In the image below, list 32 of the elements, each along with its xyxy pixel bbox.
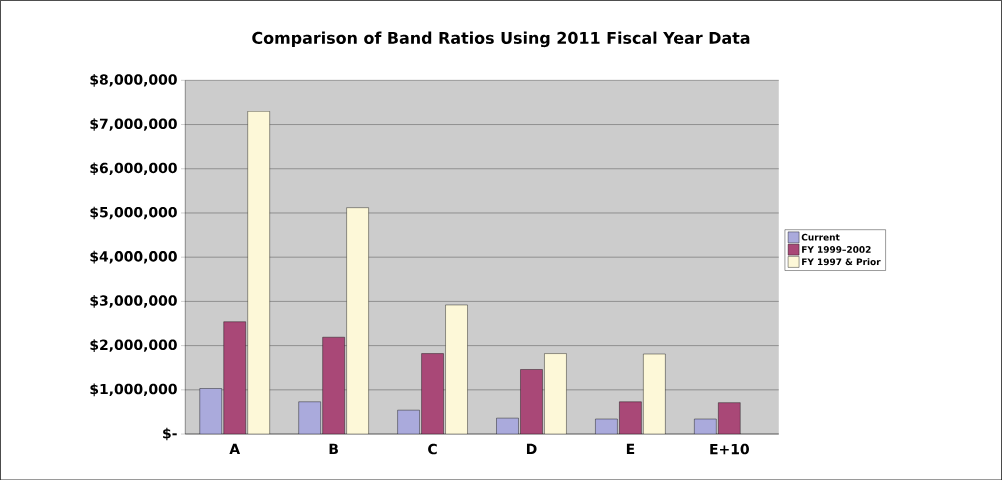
chart-title: Comparison of Band Ratios Using 2011 Fiscal Year Data (252, 31, 750, 47)
y-tick-label: $7,000,000 (90, 118, 177, 131)
x-tick-label: E (626, 443, 635, 454)
x-tick-label: D (526, 443, 537, 454)
x-tick-label: C (428, 443, 437, 455)
y-tick-label: $3,000,000 (90, 294, 177, 308)
x-tick-label: E+10 (710, 443, 749, 455)
x-tick-label: A (229, 443, 241, 454)
legend-label: FY 1997 & Prior (802, 258, 881, 265)
bar (223, 321, 246, 434)
bar (346, 207, 369, 434)
bar (520, 369, 543, 434)
bar (445, 304, 468, 434)
bar (298, 401, 321, 434)
x-tick-label: B (329, 443, 338, 454)
bar (643, 353, 666, 434)
y-tick-label: $4,000,000 (90, 250, 177, 264)
bar (199, 388, 222, 434)
bar (544, 353, 567, 434)
bar (322, 337, 345, 434)
bar (421, 353, 444, 434)
y-tick-label: $5,000,000 (90, 206, 177, 220)
legend-label: Current (801, 233, 840, 241)
y-tick-label: $8,000,000 (90, 73, 177, 87)
y-tick-label: $1,000,000 (90, 383, 177, 396)
bar (718, 402, 741, 434)
y-tick-label: $- (163, 427, 177, 441)
y-tick-label: $6,000,000 (90, 162, 177, 175)
bar (247, 111, 270, 434)
bar (619, 401, 642, 434)
legend-label: FY 1999–2002 (802, 245, 871, 253)
y-tick-label: $2,000,000 (90, 339, 177, 352)
